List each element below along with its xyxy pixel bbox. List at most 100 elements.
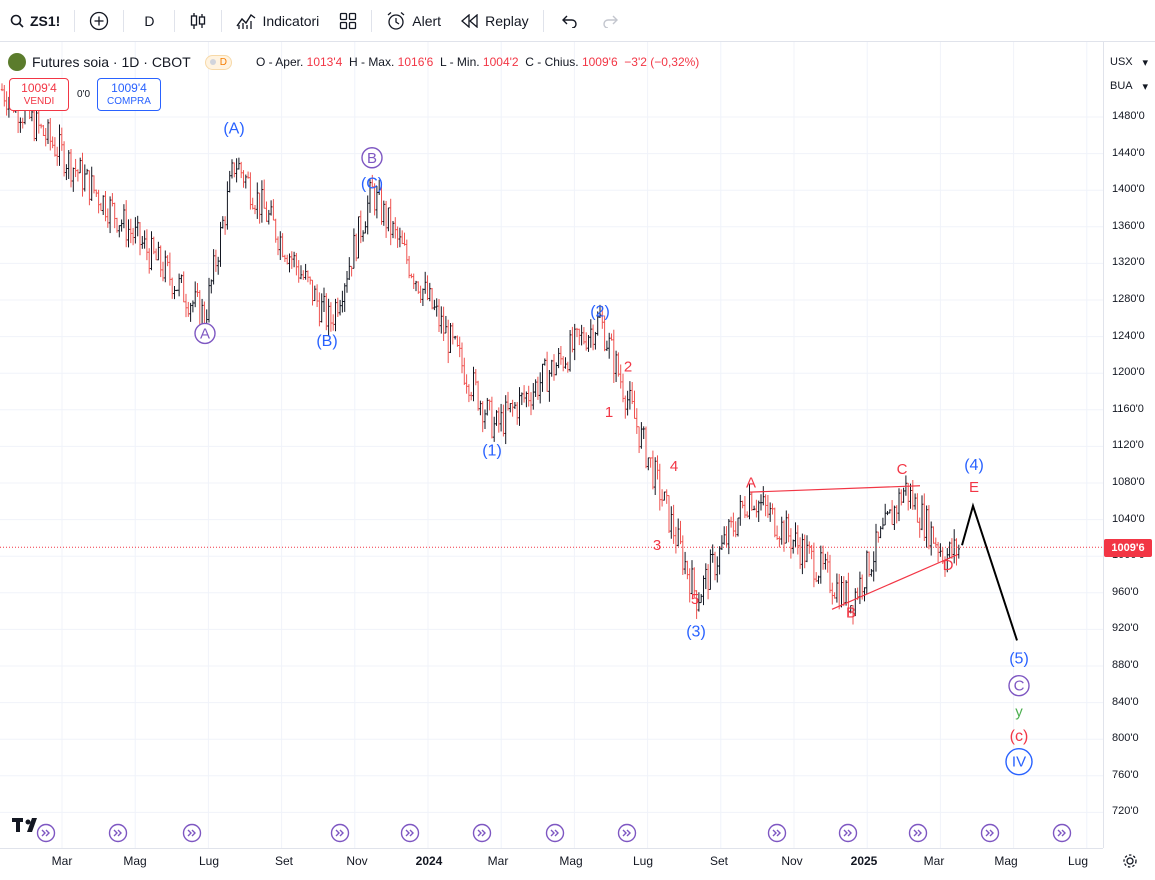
ohlc-bar	[527, 385, 530, 407]
interval-button[interactable]: D	[128, 0, 170, 42]
events-icon[interactable]	[472, 823, 492, 843]
ohlc-bar	[412, 273, 415, 289]
time-tick-label: Lug	[1067, 854, 1089, 868]
ohlc-bar	[953, 529, 956, 564]
ohlc-bar	[465, 374, 468, 394]
replay-label: Replay	[485, 12, 529, 29]
ohlc-bar	[267, 209, 270, 225]
ohlc-bar	[803, 534, 806, 569]
ohlc-bar	[771, 503, 774, 515]
time-scale[interactable]	[0, 848, 1103, 880]
ohlc-bar	[936, 541, 940, 563]
unit-selector[interactable]: BUA ▾	[1107, 76, 1151, 96]
ohlc-bar	[665, 489, 668, 504]
undo-button[interactable]	[548, 0, 590, 42]
ohlc-bar	[619, 364, 622, 389]
events-icon[interactable]	[908, 823, 928, 843]
events-icon[interactable]	[108, 823, 128, 843]
ohlc-bar	[950, 538, 954, 559]
redo-button[interactable]	[590, 0, 632, 42]
ohlc-bar	[375, 186, 379, 219]
wave-label-text: B	[367, 150, 377, 167]
buy-button[interactable]: 1009'4 COMPRA	[97, 78, 161, 111]
events-icon[interactable]	[767, 823, 787, 843]
events-icon[interactable]	[182, 823, 202, 843]
ohlc-bar	[51, 136, 54, 149]
wave-label: (C)	[361, 175, 383, 192]
market-status-badge[interactable]: D	[204, 54, 232, 70]
events-icon[interactable]	[545, 823, 565, 843]
legend-title[interactable]: Futures soia · 1D · CBOT	[32, 54, 191, 70]
ohlc-bar	[718, 546, 721, 575]
wave-label: 3	[653, 537, 661, 554]
price-scale[interactable]	[1103, 42, 1155, 848]
projection-path	[961, 502, 1018, 641]
ohlc-bar	[801, 533, 804, 575]
compare-button[interactable]	[79, 0, 119, 42]
ohlc-bar	[872, 551, 875, 582]
trendline	[831, 553, 959, 610]
ohlc-bar	[688, 568, 691, 603]
events-icon[interactable]	[1052, 823, 1072, 843]
settings-icon[interactable]	[1122, 853, 1138, 869]
price-tick-label: 1040'0	[1112, 512, 1145, 525]
ohlc-bar	[704, 563, 707, 590]
ohlc-bar	[380, 182, 383, 225]
ohlc-bar	[946, 548, 949, 573]
ohlc-bar	[854, 588, 857, 617]
wave-label: A	[194, 322, 216, 345]
ohlc-bar	[568, 330, 572, 372]
ohlc-bar	[778, 536, 781, 548]
ohlc-bar	[612, 329, 615, 383]
ohlc-bar	[518, 387, 521, 426]
ohlc-bar	[637, 426, 641, 454]
wave-label: y	[1015, 703, 1023, 720]
replay-button[interactable]: Replay	[451, 0, 539, 42]
price-tick-label: 720'0	[1112, 805, 1139, 818]
ohlc-bar	[709, 549, 712, 590]
sell-button[interactable]: 1009'4 VENDI	[9, 78, 69, 111]
wave-label-text: (2)	[590, 303, 610, 320]
events-icon[interactable]	[36, 823, 56, 843]
ohlc-values: O - Aper. 1013'4 H - Max. 1016'6 L - Min…	[256, 55, 699, 69]
templates-button[interactable]	[329, 0, 367, 42]
symbol-search[interactable]: ZS1!	[0, 0, 70, 42]
events-icon[interactable]	[838, 823, 858, 843]
tradingview-logo[interactable]	[12, 816, 44, 834]
events-icon[interactable]	[400, 823, 420, 843]
ohlc-bar	[587, 335, 590, 352]
ohlc-bar	[881, 517, 885, 530]
ohlc-bar	[194, 281, 197, 308]
ohlc-bar	[221, 216, 224, 229]
ohlc-bar	[594, 331, 597, 350]
ohlc-bar	[847, 572, 850, 616]
ohlc-bar	[762, 486, 765, 506]
indicators-label: Indicatori	[262, 12, 320, 29]
ohlc-bar	[249, 172, 252, 210]
events-icon[interactable]	[330, 823, 350, 843]
ohlc-bar	[361, 230, 365, 242]
ohlc-bar	[157, 241, 160, 261]
events-icon[interactable]	[617, 823, 637, 843]
ohlc-bar	[83, 164, 86, 192]
wave-label: (1)	[482, 443, 502, 460]
wave-label: C	[897, 461, 908, 478]
ohlc-bar	[654, 457, 657, 495]
ohlc-bar	[217, 256, 220, 275]
ohlc-bar	[44, 127, 47, 147]
chart-style-button[interactable]	[179, 0, 217, 42]
currency-selector[interactable]: USX ▾	[1107, 52, 1151, 72]
ohlc-bar	[861, 574, 864, 600]
ohlc-bar	[334, 298, 337, 332]
wave-label-text: (A)	[223, 120, 244, 137]
indicators-button[interactable]: Indicatori	[226, 0, 329, 42]
ohlc-bar	[497, 407, 500, 433]
ohlc-bar	[679, 520, 682, 545]
ohlc-bar	[435, 298, 438, 317]
ohlc-bar	[99, 202, 103, 212]
price-chart[interactable]: (A) A B (C) (B) (1) (2) 2 1 4 3 5 (3) A B C D (4) E (5) Cy (c…	[0, 42, 1103, 848]
events-icon[interactable]	[980, 823, 1000, 843]
ohlc-bar	[562, 356, 565, 372]
buy-label: COMPRA	[107, 96, 151, 107]
alert-button[interactable]: Alert	[376, 0, 451, 42]
